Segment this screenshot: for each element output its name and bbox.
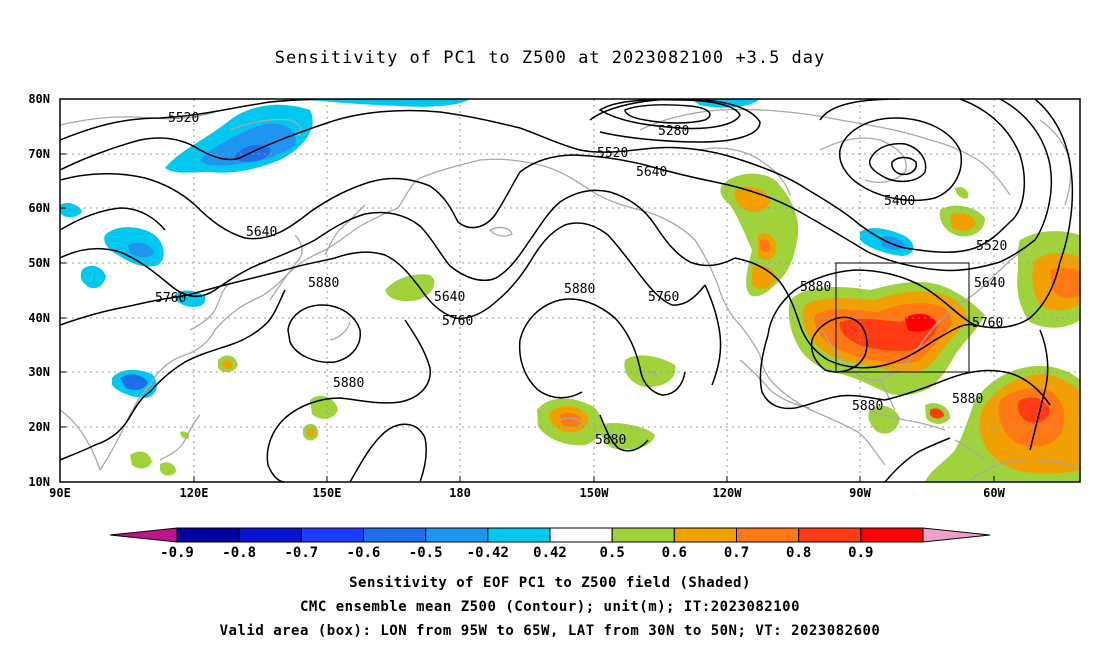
colorbar-swatch — [176, 527, 240, 543]
negative-sensitivity-shading — [60, 99, 914, 398]
colorbar-swatch — [425, 527, 489, 543]
contour-label: 5880 — [852, 399, 883, 414]
contour-label: 5760 — [972, 316, 1003, 331]
contour-label: 5880 — [564, 282, 595, 297]
colorbar-tick-label: 0.42 — [533, 545, 567, 561]
contour-label: 5760 — [442, 314, 473, 329]
colorbar-tick-label: -0.6 — [347, 545, 381, 561]
contour-label: 5640 — [636, 165, 667, 180]
positive-sensitivity-shading — [130, 173, 1080, 482]
lat-tick-label: 60N — [28, 201, 50, 215]
map-gridlines — [60, 99, 1080, 482]
lon-tick-label: 90W — [849, 486, 871, 500]
contour-label: 5520 — [976, 239, 1007, 254]
colorbar-tick-label: 0.7 — [724, 545, 749, 561]
lat-tick-label: 80N — [28, 92, 50, 106]
colorbar-swatch — [673, 527, 737, 543]
colorbar-swatch — [798, 527, 862, 543]
colorbar-triangle-low — [109, 527, 178, 543]
contour-label: 5880 — [308, 276, 339, 291]
colorbar-tick-label: 0.5 — [600, 545, 625, 561]
contour-label: 5880 — [952, 392, 983, 407]
colorbar — [109, 527, 991, 543]
colorbar-swatch — [487, 527, 551, 543]
contour-label: 5760 — [648, 290, 679, 305]
lon-tick-label: 120E — [180, 486, 209, 500]
contour-label: 5640 — [974, 276, 1005, 291]
lon-tick-label: 120W — [713, 486, 743, 500]
colorbar-swatch — [611, 527, 675, 543]
contour-label: 5880 — [800, 280, 831, 295]
lon-tick-label: 90E — [49, 486, 71, 500]
colorbar-swatch — [300, 527, 365, 543]
caption-line-3: Valid area (box): LON from 95W to 65W, L… — [219, 623, 881, 639]
colorbar-tick-label: -0.42 — [467, 545, 509, 561]
lat-tick-label: 70N — [28, 147, 50, 161]
colorbar-labels: -0.9 -0.8 -0.7 -0.6 -0.5 -0.42 0.42 0.5 0.6 0.7 0.… — [160, 545, 873, 561]
colorbar-tick-label: -0.8 — [222, 545, 256, 561]
lat-tick-label: 50N — [28, 256, 50, 270]
latitude-labels: 10N 20N 30N 40N 50N 60N 70N 80N — [28, 92, 50, 489]
contour-label: 5760 — [155, 291, 186, 306]
contour-label: 5280 — [658, 124, 689, 139]
colorbar-swatch — [736, 527, 800, 543]
colorbar-tick-label: -0.7 — [284, 545, 318, 561]
lat-tick-label: 40N — [28, 311, 50, 325]
contour-label: 5640 — [434, 290, 465, 305]
lon-tick-label: 180 — [449, 486, 471, 500]
z500-contours — [60, 99, 1074, 482]
colorbar-tick-label: 0.9 — [848, 545, 873, 561]
lat-tick-label: 30N — [28, 365, 50, 379]
colorbar-tick-label: 0.6 — [662, 545, 687, 561]
lon-tick-label: 150W — [580, 486, 610, 500]
contour-label: 5520 — [168, 111, 199, 126]
valid-area-box — [835, 262, 970, 373]
coastlines — [60, 108, 1080, 481]
colorbar-swatch — [238, 527, 302, 543]
caption-line-2: CMC ensemble mean Z500 (Contour); unit(m… — [299, 599, 800, 615]
contour-label: 5880 — [595, 433, 626, 448]
colorbar-swatch — [860, 527, 924, 543]
contour-label: 5880 — [333, 376, 364, 391]
lon-tick-label: 150E — [313, 486, 342, 500]
colorbar-tick-label: -0.5 — [409, 545, 443, 561]
longitude-labels: 90E 120E 150E 180 150W 120W 90W 60W — [49, 486, 1005, 500]
colorbar-tick-label: 0.8 — [786, 545, 811, 561]
colorbar-swatch — [363, 527, 427, 543]
colorbar-tick-label: -0.9 — [160, 545, 194, 561]
lat-tick-label: 20N — [28, 420, 50, 434]
map-frame — [59, 98, 1081, 483]
colorbar-swatch — [549, 527, 613, 543]
contour-label: 5520 — [597, 146, 628, 161]
colorbar-triangle-high — [922, 527, 991, 543]
axis-ticks — [60, 98, 995, 482]
lon-tick-label: 60W — [983, 486, 1005, 500]
contour-label: 5400 — [884, 194, 915, 209]
caption-line-1: Sensitivity of EOF PC1 to Z500 field (Sh… — [349, 575, 751, 591]
contour-labels: 5520 5280 5520 5640 5400 5640 5520 5640 … — [155, 111, 1007, 448]
contour-label: 5640 — [246, 225, 277, 240]
lat-tick-label: 10N — [28, 475, 50, 489]
map-title: Sensitivity of PC1 to Z500 at 2023082100… — [274, 48, 826, 68]
